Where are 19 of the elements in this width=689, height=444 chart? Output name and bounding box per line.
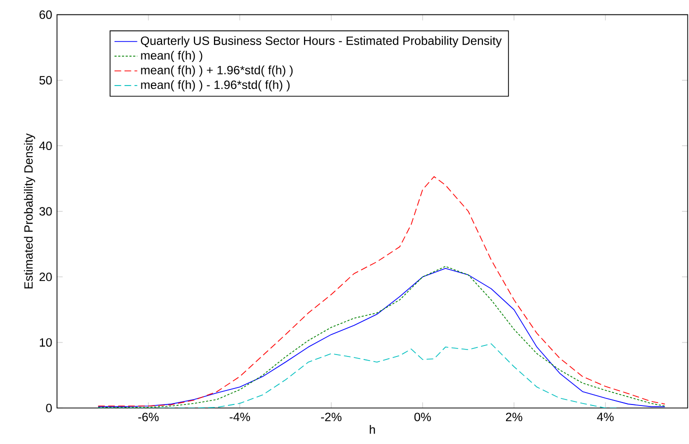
y-tick-label: 20 — [40, 272, 52, 282]
legend-label: mean( f(h) ) - 1.96*std( f(h) ) — [141, 80, 290, 92]
legend-label: mean( f(h) ) — [141, 50, 202, 62]
x-tick-label: -6% — [138, 412, 159, 422]
legend-label: mean( f(h) ) + 1.96*std( f(h) ) — [141, 66, 293, 77]
x-tick-label: -4% — [230, 412, 250, 422]
y-tick-label: 60 — [40, 10, 52, 19]
y-tick-label: 40 — [39, 142, 52, 150]
y-tick-label: 30 — [39, 207, 52, 216]
x-tick-label: 0% — [414, 412, 431, 422]
y-axis-title: Estimated Probability Density — [24, 133, 36, 288]
x-tick-label: 4% — [597, 412, 614, 422]
y-tick-label: 0 — [46, 404, 52, 412]
y-tick-label: 50 — [39, 76, 52, 84]
x-tick-label: -2% — [321, 412, 342, 422]
x-axis-title: h — [370, 425, 375, 434]
y-tick-label: 10 — [40, 338, 52, 347]
x-tick-label: 2% — [506, 412, 522, 422]
legend-label: Quarterly US Business Sector Hours - Estimated Probability Density — [140, 36, 502, 48]
